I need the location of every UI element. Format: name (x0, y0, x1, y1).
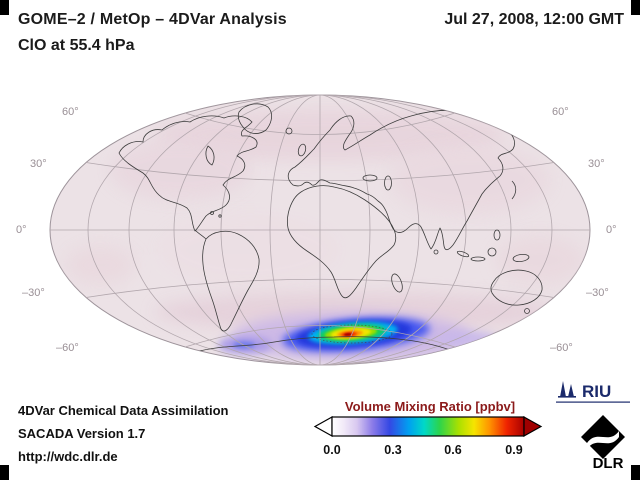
coast-british-isles (297, 143, 307, 157)
coast-greenland (237, 103, 272, 134)
cathedral-icon (558, 381, 576, 398)
lat-label-left-m60: –60° (56, 342, 79, 354)
coast-eurasia (287, 109, 515, 251)
coast-sumatra (456, 250, 470, 258)
clo-wash (390, 145, 550, 215)
corner-mark-bottom-right (631, 465, 640, 480)
coast-new-zealand-south (562, 306, 570, 318)
riu-logo: RIU (556, 381, 630, 403)
lat-label-left-0: 0° (16, 224, 27, 236)
footer-line-url: http://wdc.dlr.de (18, 449, 118, 464)
graticule (50, 94, 590, 366)
colorbar-tick-3: 0.9 (505, 443, 522, 457)
clo-vortex-contour (311, 324, 393, 344)
coast-africa (286, 185, 397, 299)
coast-caribbean (218, 214, 222, 218)
page-title: GOME–2 / MetOp – 4DVar Analysis (18, 11, 287, 28)
coastlines (118, 103, 570, 360)
corner-mark-top-left (0, 0, 9, 15)
corner-mark-top-right (631, 0, 640, 15)
clo-wash-southern-band (155, 292, 555, 332)
coast-australia (490, 269, 543, 306)
lat-label-left-60: 60° (62, 106, 79, 118)
dlr-logo: DLR (581, 415, 625, 470)
colorbar-tick-2: 0.6 (444, 443, 461, 457)
lat-label-right-0: 0° (606, 224, 617, 236)
coast-new-guinea (512, 253, 530, 263)
clo-wash (495, 235, 585, 285)
clo-vortex-core-stack (282, 317, 430, 352)
coast-philippines (493, 229, 501, 241)
timestamp: Jul 27, 2008, 12:00 GMT (444, 11, 624, 28)
coast-new-zealand-north (557, 296, 565, 308)
colorbar-title: Volume Mixing Ratio [ppbv] (344, 399, 516, 414)
lat-label-left-m30: –30° (22, 287, 45, 299)
coast-java (470, 256, 486, 262)
coast-hudson-bay (205, 145, 215, 166)
coast-sri-lanka (433, 249, 439, 255)
coast-caspian-sea (384, 175, 392, 191)
coast-madagascar (391, 273, 403, 293)
footer-line-assimilation: 4DVar Chemical Data Assimilation (18, 403, 229, 418)
colorbar-under-arrow (313, 415, 333, 438)
coast-caribbean (210, 211, 214, 215)
riu-logo-rule (556, 401, 630, 403)
colorbar-gradient (331, 416, 525, 437)
clo-wash (110, 140, 250, 200)
coast-japan (511, 180, 517, 200)
colorbar-over-arrow (523, 415, 543, 438)
colorbar-tick-0: 0.0 (323, 443, 340, 457)
colorbar-tick-1: 0.3 (384, 443, 401, 457)
clo-field-shading (65, 109, 585, 362)
dlr-logo-text: DLR (593, 455, 624, 470)
corner-mark-bottom-left (0, 465, 9, 480)
footer-line-version: SACADA Version 1.7 (18, 426, 146, 441)
coast-north-america (118, 115, 258, 232)
lat-label-left-30: 30° (30, 158, 47, 170)
clo-wash-north (155, 109, 505, 161)
riu-logo-text: RIU (582, 382, 611, 401)
coast-black-sea (362, 174, 378, 182)
clo-wash (65, 245, 135, 285)
lat-label-right-m60: –60° (550, 342, 573, 354)
clo-wash (160, 215, 340, 285)
coast-central-america (194, 229, 207, 240)
lat-label-right-60: 60° (552, 106, 569, 118)
coast-tasmania (524, 308, 530, 314)
colorbar: 0.0 0.3 0.6 0.9 (313, 415, 543, 457)
page-subtitle: ClO at 55.4 hPa (18, 37, 135, 54)
coast-south-america (202, 230, 260, 332)
coast-iceland (285, 127, 293, 135)
lat-label-right-30: 30° (588, 158, 605, 170)
clo-vortex-max (344, 332, 353, 336)
coast-borneo (487, 247, 497, 257)
dlr-emblem-icon (581, 415, 625, 459)
lat-label-right-m30: –30° (586, 287, 609, 299)
